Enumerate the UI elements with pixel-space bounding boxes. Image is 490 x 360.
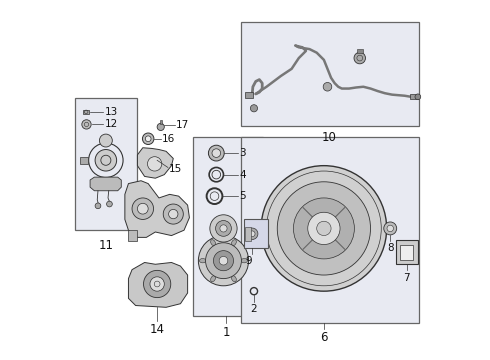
Circle shape bbox=[387, 225, 393, 231]
Bar bbox=[160, 120, 162, 125]
Ellipse shape bbox=[231, 240, 236, 246]
Ellipse shape bbox=[241, 258, 247, 263]
Circle shape bbox=[308, 212, 340, 244]
Polygon shape bbox=[128, 262, 188, 307]
Bar bbox=[83, 110, 89, 114]
Circle shape bbox=[219, 256, 228, 265]
Circle shape bbox=[212, 149, 220, 157]
Bar bbox=[128, 230, 137, 241]
Circle shape bbox=[216, 221, 231, 236]
Text: 9: 9 bbox=[245, 256, 252, 266]
Bar bbox=[357, 49, 363, 53]
Ellipse shape bbox=[199, 258, 206, 263]
Circle shape bbox=[147, 157, 162, 171]
Circle shape bbox=[198, 235, 248, 286]
Circle shape bbox=[99, 134, 112, 147]
Text: 17: 17 bbox=[176, 121, 190, 130]
Circle shape bbox=[107, 201, 112, 207]
Text: 1: 1 bbox=[222, 326, 230, 339]
Circle shape bbox=[143, 133, 154, 144]
Circle shape bbox=[163, 204, 183, 224]
Text: 6: 6 bbox=[320, 331, 328, 344]
Ellipse shape bbox=[211, 276, 216, 282]
Bar bbox=[80, 157, 88, 164]
Circle shape bbox=[146, 136, 151, 141]
FancyBboxPatch shape bbox=[74, 98, 137, 230]
Circle shape bbox=[157, 123, 164, 131]
Circle shape bbox=[354, 52, 366, 64]
FancyBboxPatch shape bbox=[242, 137, 419, 323]
Bar bbox=[400, 244, 413, 260]
Text: 11: 11 bbox=[98, 239, 113, 252]
Text: 13: 13 bbox=[105, 107, 119, 117]
Polygon shape bbox=[90, 177, 122, 191]
Text: 7: 7 bbox=[403, 273, 410, 283]
Bar bbox=[410, 94, 418, 99]
Bar bbox=[395, 240, 418, 264]
Text: 8: 8 bbox=[387, 243, 393, 253]
Circle shape bbox=[132, 198, 153, 220]
Circle shape bbox=[250, 105, 258, 112]
Circle shape bbox=[323, 82, 332, 91]
Bar bbox=[245, 92, 253, 98]
Polygon shape bbox=[137, 148, 173, 178]
Circle shape bbox=[95, 149, 117, 171]
Text: 4: 4 bbox=[240, 170, 246, 180]
Text: 14: 14 bbox=[149, 323, 165, 337]
Circle shape bbox=[415, 94, 421, 100]
Text: 5: 5 bbox=[239, 191, 245, 201]
Bar bbox=[245, 226, 251, 241]
FancyBboxPatch shape bbox=[242, 22, 419, 126]
Circle shape bbox=[137, 203, 148, 214]
FancyBboxPatch shape bbox=[244, 220, 269, 248]
Polygon shape bbox=[125, 181, 190, 237]
Text: 10: 10 bbox=[322, 131, 337, 144]
Circle shape bbox=[277, 182, 370, 275]
Circle shape bbox=[220, 225, 227, 232]
Circle shape bbox=[294, 198, 354, 259]
Circle shape bbox=[208, 145, 224, 161]
Circle shape bbox=[210, 215, 237, 242]
Circle shape bbox=[261, 166, 387, 291]
Circle shape bbox=[384, 222, 397, 235]
Text: 16: 16 bbox=[162, 134, 175, 144]
Circle shape bbox=[317, 221, 331, 235]
Circle shape bbox=[95, 203, 101, 209]
Circle shape bbox=[82, 120, 91, 129]
Circle shape bbox=[214, 251, 234, 271]
Circle shape bbox=[249, 231, 255, 237]
Circle shape bbox=[144, 270, 171, 298]
Text: 2: 2 bbox=[251, 304, 257, 314]
Circle shape bbox=[246, 228, 258, 239]
Ellipse shape bbox=[231, 276, 236, 282]
Text: 15: 15 bbox=[169, 164, 182, 174]
FancyBboxPatch shape bbox=[193, 137, 263, 316]
Circle shape bbox=[169, 210, 178, 219]
Text: 3: 3 bbox=[240, 148, 246, 158]
Ellipse shape bbox=[211, 240, 216, 246]
Text: 12: 12 bbox=[105, 120, 119, 129]
Circle shape bbox=[205, 243, 242, 279]
Circle shape bbox=[150, 277, 164, 291]
